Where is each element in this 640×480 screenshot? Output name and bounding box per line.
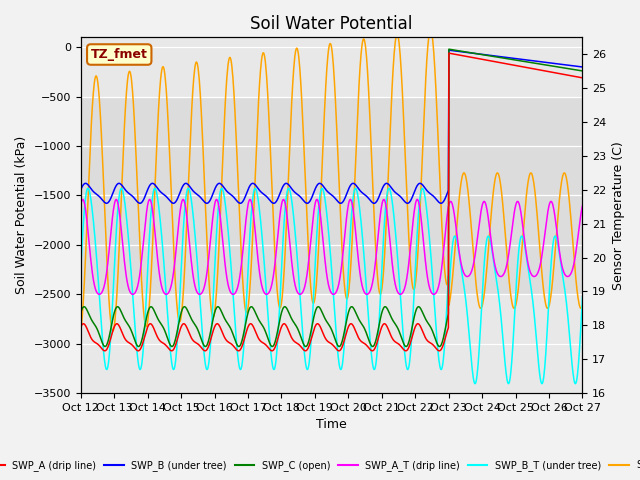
Legend: SWP_A (drip line), SWP_B (under tree), SWP_C (open), SWP_A_T (drip line), SWP_B_: SWP_A (drip line), SWP_B (under tree), S… [0, 456, 640, 475]
Y-axis label: Sensor Temperature (C): Sensor Temperature (C) [612, 141, 625, 289]
X-axis label: Time: Time [316, 419, 347, 432]
Y-axis label: Soil Water Potential (kPa): Soil Water Potential (kPa) [15, 136, 28, 294]
Bar [81, 96, 582, 294]
Text: TZ_fmet: TZ_fmet [91, 48, 148, 61]
Title: Soil Water Potential: Soil Water Potential [250, 15, 413, 33]
